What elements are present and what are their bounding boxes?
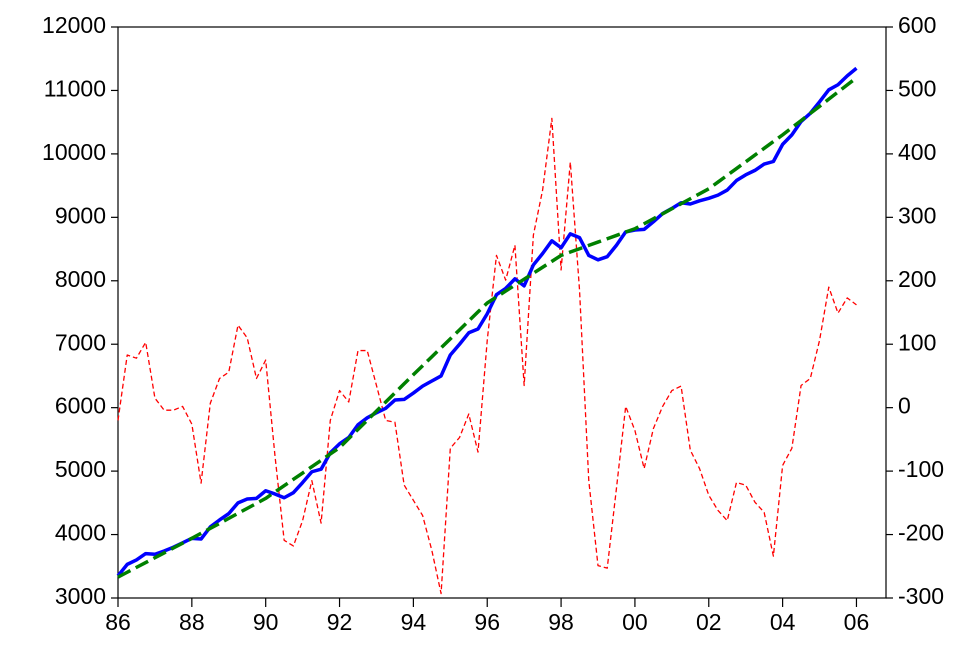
y2-tick-label: 600 — [898, 12, 936, 38]
y2-tick-label: 200 — [898, 266, 936, 292]
y2-tick-label: 100 — [898, 329, 936, 355]
x-tick-label: 98 — [548, 609, 574, 635]
y-tick-label: 12000 — [42, 12, 106, 38]
y2-tick-label: -100 — [898, 456, 944, 482]
x-tick-label: 00 — [622, 609, 648, 635]
y-tick-label: 3000 — [55, 583, 106, 609]
y2-tick-label: -300 — [898, 583, 944, 609]
y-tick-label: 7000 — [55, 329, 106, 355]
plot-frame — [117, 26, 887, 599]
y-tick-label: 11000 — [44, 76, 106, 102]
series-line — [117, 76, 858, 579]
series-line — [116, 66, 858, 577]
y-tick-label: 10000 — [42, 139, 106, 165]
y-tick-label: 9000 — [55, 202, 106, 228]
y-tick-label: 5000 — [55, 456, 106, 482]
series-line — [117, 117, 857, 595]
y-tick-label: 8000 — [55, 266, 106, 292]
x-tick-label: 06 — [844, 609, 870, 635]
x-tick-label: 92 — [327, 609, 353, 635]
x-tick-label: 88 — [179, 609, 205, 635]
y2-tick-label: 0 — [898, 393, 911, 419]
x-tick-label: 94 — [401, 609, 427, 635]
y-tick-label: 4000 — [55, 520, 106, 546]
x-tick-label: 96 — [474, 609, 500, 635]
x-tick-label: 90 — [253, 609, 279, 635]
y-tick-label: 6000 — [55, 393, 106, 419]
y2-tick-label: -200 — [898, 520, 944, 546]
y2-tick-label: 400 — [898, 139, 936, 165]
y2-tick-label: 500 — [898, 76, 936, 102]
x-tick-label: 86 — [105, 609, 131, 635]
y2-tick-label: 300 — [898, 202, 936, 228]
x-tick-label: 02 — [696, 609, 722, 635]
x-tick-label: 04 — [770, 609, 796, 635]
